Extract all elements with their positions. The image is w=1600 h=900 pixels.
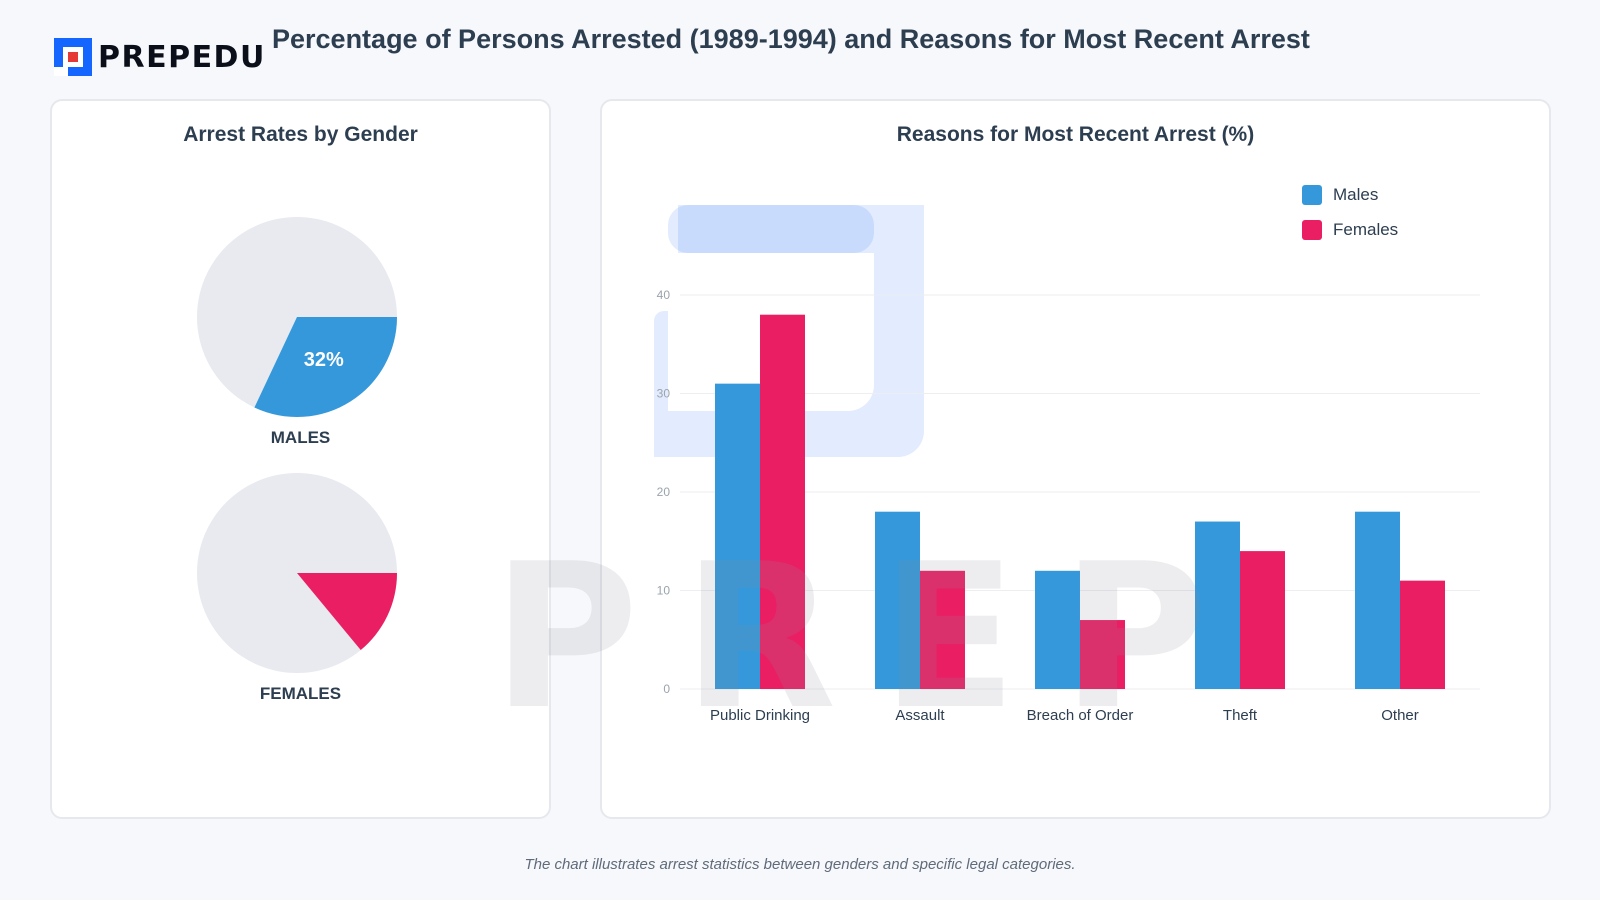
bar-males-theft	[1195, 521, 1240, 689]
y-tick-label: 10	[657, 584, 671, 598]
x-tick-label: Other	[1381, 707, 1419, 724]
pie-label-males: MALES	[270, 428, 331, 447]
logo-text: PREPEDU	[98, 39, 266, 75]
legend-label-females: Females	[1333, 219, 1399, 239]
y-tick-label: 0	[663, 682, 670, 696]
y-tick-label: 20	[657, 485, 671, 499]
bar-females-other	[1400, 580, 1445, 689]
pie-label-females: FEMALES	[259, 684, 342, 703]
bar-males-breach-of-order	[1035, 570, 1080, 689]
gender-pie-card: Arrest Rates by Gender 32% MALES FEMALES	[50, 99, 551, 819]
x-tick-label: Breach of Order	[1027, 707, 1134, 724]
pie-card-title: Arrest Rates by Gender	[183, 123, 418, 146]
bar-females-assault	[920, 570, 965, 689]
pie-value-label-males: 32%	[304, 349, 344, 371]
bar-females-public-drinking	[760, 314, 805, 689]
bar-males-assault	[875, 511, 920, 689]
bar-males-other	[1355, 511, 1400, 689]
bar-chart: 0 10 20 30 40 Public Drinking Assault Breach of…	[654, 205, 1480, 724]
y-tick-label: 30	[657, 387, 671, 401]
brand-logo: PREPEDU	[54, 38, 266, 76]
footer-caption: The chart illustrates arrest statistics …	[524, 856, 1076, 873]
x-tick-label: Assault	[895, 707, 945, 724]
pie-slice-males	[254, 317, 397, 417]
x-tick-label: Public Drinking	[710, 707, 810, 724]
legend-label-males: Males	[1333, 184, 1379, 204]
brand-watermark-shape	[654, 205, 924, 457]
y-tick-label: 40	[657, 288, 671, 302]
legend-swatch-females	[1302, 219, 1322, 240]
pie-slice-females	[297, 573, 397, 651]
legend-item-males: Males	[1302, 177, 1398, 212]
bar-females-breach-of-order	[1080, 620, 1125, 689]
bar-females-theft	[1240, 551, 1285, 689]
pie-charts: 32%	[197, 217, 397, 673]
reasons-bar-card: Reasons for Most Recent Arrest (%) 0 10 20…	[600, 99, 1551, 819]
bar-males-public-drinking	[715, 383, 760, 689]
prepedu-logo-icon	[54, 38, 92, 76]
x-tick-label: Theft	[1223, 707, 1258, 724]
legend-item-females: Females	[1302, 212, 1398, 247]
legend-swatch-males	[1302, 184, 1322, 205]
chart-legend: Males Females	[1302, 177, 1398, 247]
bar-card-title: Reasons for Most Recent Arrest (%)	[896, 123, 1255, 146]
page-title: Percentage of Persons Arrested (1989-199…	[272, 24, 1310, 54]
